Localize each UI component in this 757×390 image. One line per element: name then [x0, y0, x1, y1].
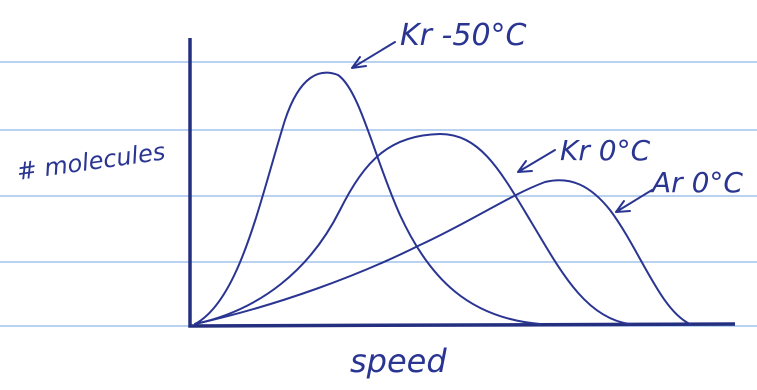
curve-kr-minus50 — [195, 73, 540, 324]
arrow — [616, 190, 652, 212]
curve-label: Kr -50°C — [400, 18, 527, 53]
arrow — [352, 42, 395, 68]
curve-label: Ar 0°C — [650, 166, 743, 199]
x-axis-label: speed — [350, 342, 447, 380]
curve-ar-0 — [195, 180, 690, 324]
arrow — [518, 150, 555, 172]
sketch: Kr -50°C Kr 0°C Ar 0°C # molecules speed — [0, 0, 757, 390]
paper-lines — [0, 62, 757, 326]
curve-label: Kr 0°C — [560, 134, 651, 167]
y-axis-label: # molecules — [15, 137, 167, 186]
